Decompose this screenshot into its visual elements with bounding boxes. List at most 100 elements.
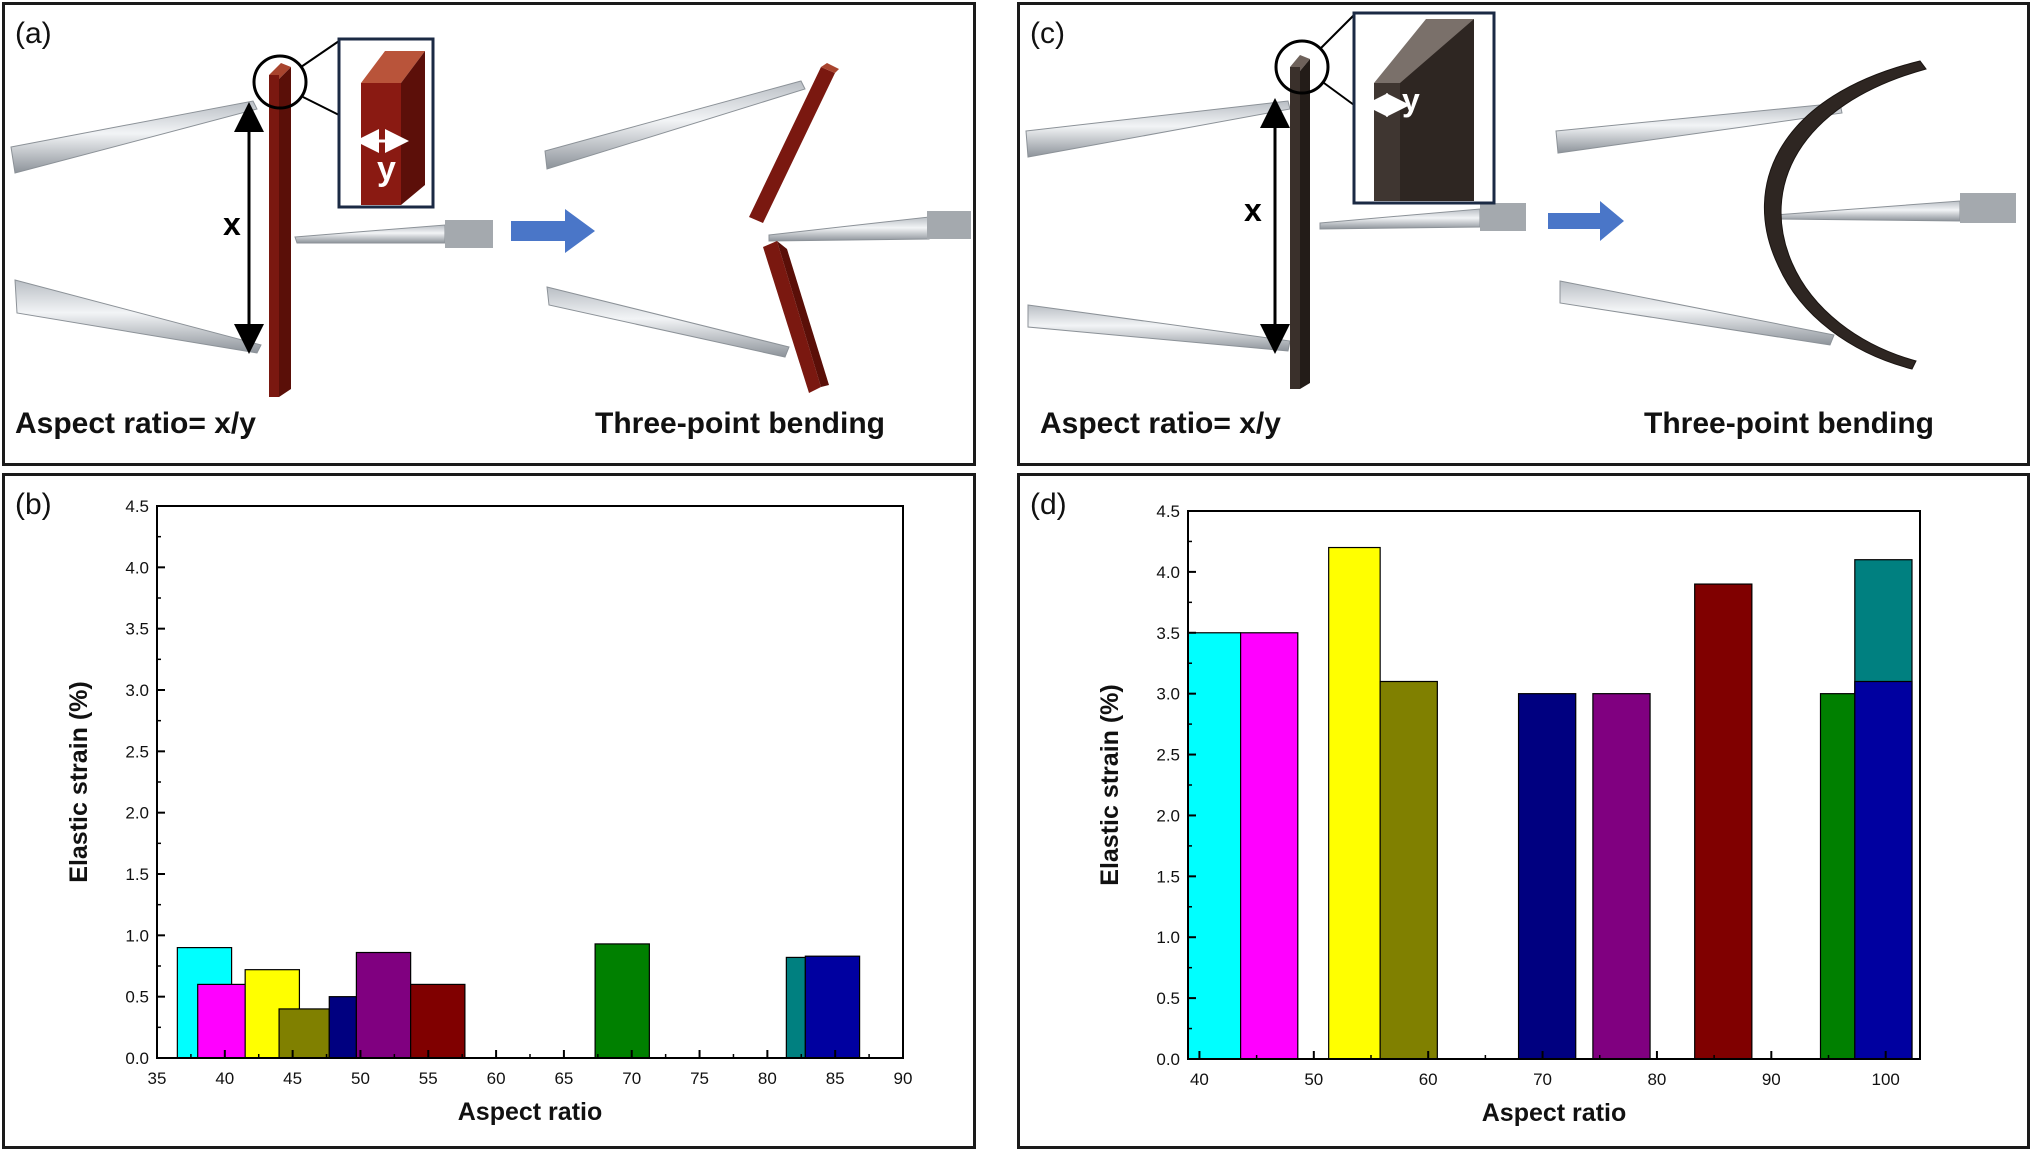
y-tick-label: 3.5 <box>125 620 149 639</box>
x-tick-label: 100 <box>1872 1070 1900 1089</box>
panel-d-label: (d) <box>1030 488 1067 521</box>
bar-b-7 <box>594 943 650 1059</box>
broken-pillar-lower <box>763 241 829 393</box>
panel-a-illustration: x y <box>10 37 971 397</box>
y-tick-label: 4.0 <box>125 558 149 577</box>
x-tick-label: 40 <box>215 1069 234 1088</box>
x-tick-label: 65 <box>554 1069 573 1088</box>
y-tick-label: 2.0 <box>125 804 149 823</box>
broken-pillar-upper <box>749 63 839 223</box>
dim-y-label: y <box>377 150 396 188</box>
inset-cross-section <box>337 37 435 209</box>
x-tick-label: 70 <box>622 1069 641 1088</box>
bar-d-1 <box>1240 632 1299 1060</box>
support-tip-bottom <box>14 279 262 354</box>
bar-d-5 <box>1592 693 1651 1060</box>
chart-d-svg: 0.0 0.5 1.0 1.5 2.0 2.5 3.0 3.5 4.0 4.5 40 50 60 70 80… <box>1096 502 1921 1127</box>
x-tick-label: 90 <box>1762 1070 1781 1089</box>
x-tick-label: 70 <box>1533 1070 1552 1089</box>
y-tick-label: 0.5 <box>1156 989 1180 1008</box>
panel-b-chart: (b) 0.0 0.5 1.0 1.5 2.0 2.5 3.0 3.5 4.0 4.5 35 40 45… <box>2 473 976 1149</box>
bar-b-3 <box>278 1008 330 1059</box>
bar-b-1 <box>197 983 249 1059</box>
x-tick-label: 55 <box>419 1069 438 1088</box>
x-tick-label: 40 <box>1190 1070 1209 1089</box>
arrow-right <box>511 209 595 253</box>
aspect-ratio-caption: Aspect ratio= x/y <box>15 407 256 440</box>
bent-pillar <box>1764 60 1927 370</box>
y-tick-label: 3.0 <box>125 681 149 700</box>
bar-b-5 <box>355 951 412 1059</box>
zoom-circle <box>1274 39 1330 95</box>
y-axis-label: Elastic strain (%) <box>1096 684 1124 885</box>
y-tick-label: 2.5 <box>1156 746 1180 765</box>
dim-y-label: y <box>1402 82 1420 118</box>
bar-d-0 <box>1187 632 1242 1060</box>
bar-d-9 <box>1854 680 1913 1060</box>
y-tick-label: 0.0 <box>1156 1050 1180 1069</box>
x-axis-label: Aspect ratio <box>1482 1099 1626 1127</box>
y-tick-label: 1.5 <box>125 865 149 884</box>
panel-d-chart: (d) 0.0 0.5 1.0 1.5 2.0 2.5 3.0 3.5 4.0 4.5 40 50 60… <box>1017 473 2030 1149</box>
chart-b-svg: 0.0 0.5 1.0 1.5 2.0 2.5 3.0 3.5 4.0 4.5 35 40 45 50 55… <box>65 497 913 1126</box>
x-tick-label: 60 <box>487 1069 506 1088</box>
panel-a-label: (a) <box>15 17 52 50</box>
three-point-bending-caption: Three-point bending <box>595 407 885 440</box>
support-tip-top <box>10 100 258 174</box>
x-tick-label: 45 <box>283 1069 302 1088</box>
x-tick-label: 80 <box>1647 1070 1666 1089</box>
x-tick-label: 50 <box>351 1069 370 1088</box>
y-tick-label: 4.0 <box>1156 563 1180 582</box>
dim-x-label: x <box>1244 192 1262 228</box>
y-tick-label: 4.5 <box>1156 502 1180 521</box>
loading-tip-2 <box>768 211 971 242</box>
bar-d-2 <box>1328 546 1381 1060</box>
aspect-ratio-caption: Aspect ratio= x/y <box>1040 407 1281 440</box>
bar-b-6 <box>410 983 466 1059</box>
support-tip-top-2 <box>544 80 806 170</box>
support-tip-bottom-2 <box>546 286 790 358</box>
x-tick-label: 85 <box>826 1069 845 1088</box>
loading-tip-2 <box>1773 193 2016 223</box>
x-tick-label: 90 <box>894 1069 913 1088</box>
support-tip-top <box>1025 100 1291 158</box>
x-tick-label: 60 <box>1419 1070 1438 1089</box>
three-point-bending-caption: Three-point bending <box>1644 407 1934 440</box>
y-tick-label: 4.5 <box>125 497 149 516</box>
bar-d-3 <box>1379 680 1438 1060</box>
loading-tip <box>1319 203 1526 231</box>
bar-d-8 <box>1819 693 1856 1060</box>
y-tick-label: 3.5 <box>1156 624 1180 643</box>
zoom-circle <box>252 54 308 110</box>
support-tip-bottom-2 <box>1559 280 1835 346</box>
y-tick-label: 2.0 <box>1156 806 1180 825</box>
pillar <box>269 63 291 397</box>
bar-d-6 <box>1694 583 1753 1060</box>
y-tick-label: 1.5 <box>1156 867 1180 886</box>
support-tip-bottom <box>1027 304 1291 352</box>
x-tick-label: 35 <box>148 1069 167 1088</box>
bar-b-9 <box>804 955 861 1059</box>
x-tick-label: 80 <box>758 1069 777 1088</box>
arrow-right <box>1548 201 1624 241</box>
y-axis-label: Elastic strain (%) <box>65 681 93 882</box>
panel-c-schematic: (c) <box>1017 2 2030 466</box>
y-tick-label: 1.0 <box>1156 928 1180 947</box>
x-tick-label: 50 <box>1304 1070 1323 1089</box>
y-tick-label: 0.0 <box>125 1049 149 1068</box>
panel-c-illustration: x y <box>1025 11 2016 389</box>
panel-a-schematic: (a) <box>2 2 976 466</box>
x-axis-label: Aspect ratio <box>458 1098 602 1126</box>
dim-x-label: x <box>223 206 241 242</box>
bar-b-8 <box>785 956 806 1059</box>
y-tick-label: 1.0 <box>125 926 149 945</box>
y-tick-label: 0.5 <box>125 988 149 1007</box>
x-tick-label: 75 <box>690 1069 709 1088</box>
panel-b-label: (b) <box>15 488 52 521</box>
panel-c-label: (c) <box>1030 17 1065 50</box>
bar-b-4 <box>328 996 357 1059</box>
support-tip-top-2 <box>1555 102 1843 154</box>
pillar <box>1290 55 1310 389</box>
bar-d-4 <box>1517 693 1577 1060</box>
y-tick-label: 3.0 <box>1156 685 1180 704</box>
